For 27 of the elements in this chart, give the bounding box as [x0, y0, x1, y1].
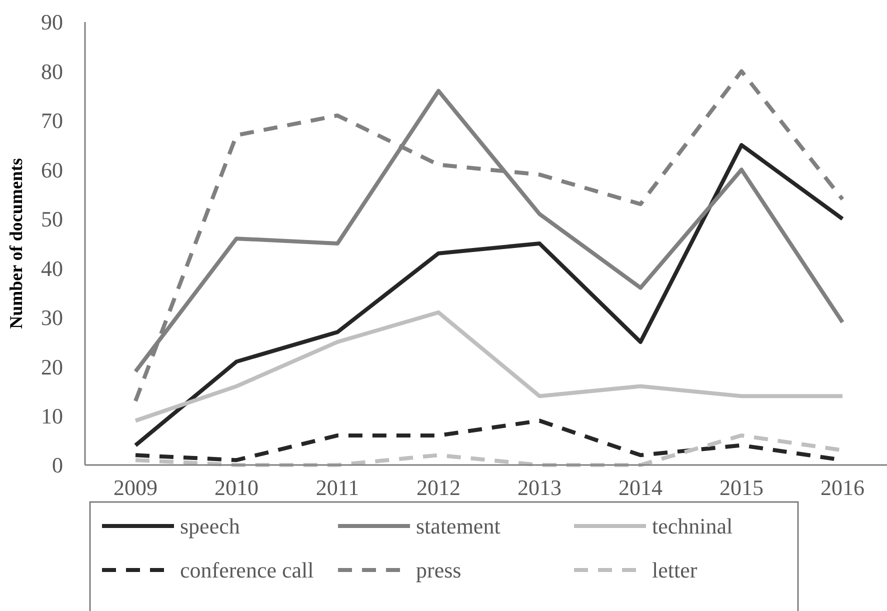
- x-tick-label: 2014: [618, 475, 662, 500]
- y-tick-label: 20: [41, 354, 63, 380]
- y-tick-label: 30: [41, 305, 63, 330]
- x-tick-label: 2016: [820, 475, 864, 500]
- legend-label: conference call: [180, 558, 314, 583]
- y-tick-label: 80: [41, 58, 63, 84]
- y-tick-label: 40: [41, 256, 63, 281]
- line-series: [134, 143, 844, 448]
- legend-label: statement: [416, 514, 500, 539]
- legend-label: techninal: [652, 514, 733, 539]
- legend-label: letter: [652, 558, 698, 583]
- y-tick-label: 70: [41, 108, 63, 134]
- x-tick-label: 2009: [114, 475, 158, 500]
- legend-label: speech: [180, 514, 240, 539]
- y-tick-label: 50: [41, 206, 63, 232]
- y-tick-label: 60: [41, 157, 63, 182]
- x-tick-label: 2015: [720, 475, 764, 500]
- x-tick-label: 2011: [316, 475, 360, 500]
- y-tick-label: 0: [52, 452, 63, 478]
- x-tick-label: 2013: [518, 475, 562, 500]
- line-series: [134, 310, 844, 423]
- y-axis-title: Number of documents: [6, 158, 26, 329]
- legend-label: press: [416, 558, 462, 583]
- x-tick-label: 2010: [214, 475, 258, 500]
- y-tick-label: 10: [41, 403, 63, 428]
- x-tick-label: 2012: [416, 475, 460, 500]
- y-tick-label: 90: [41, 10, 63, 35]
